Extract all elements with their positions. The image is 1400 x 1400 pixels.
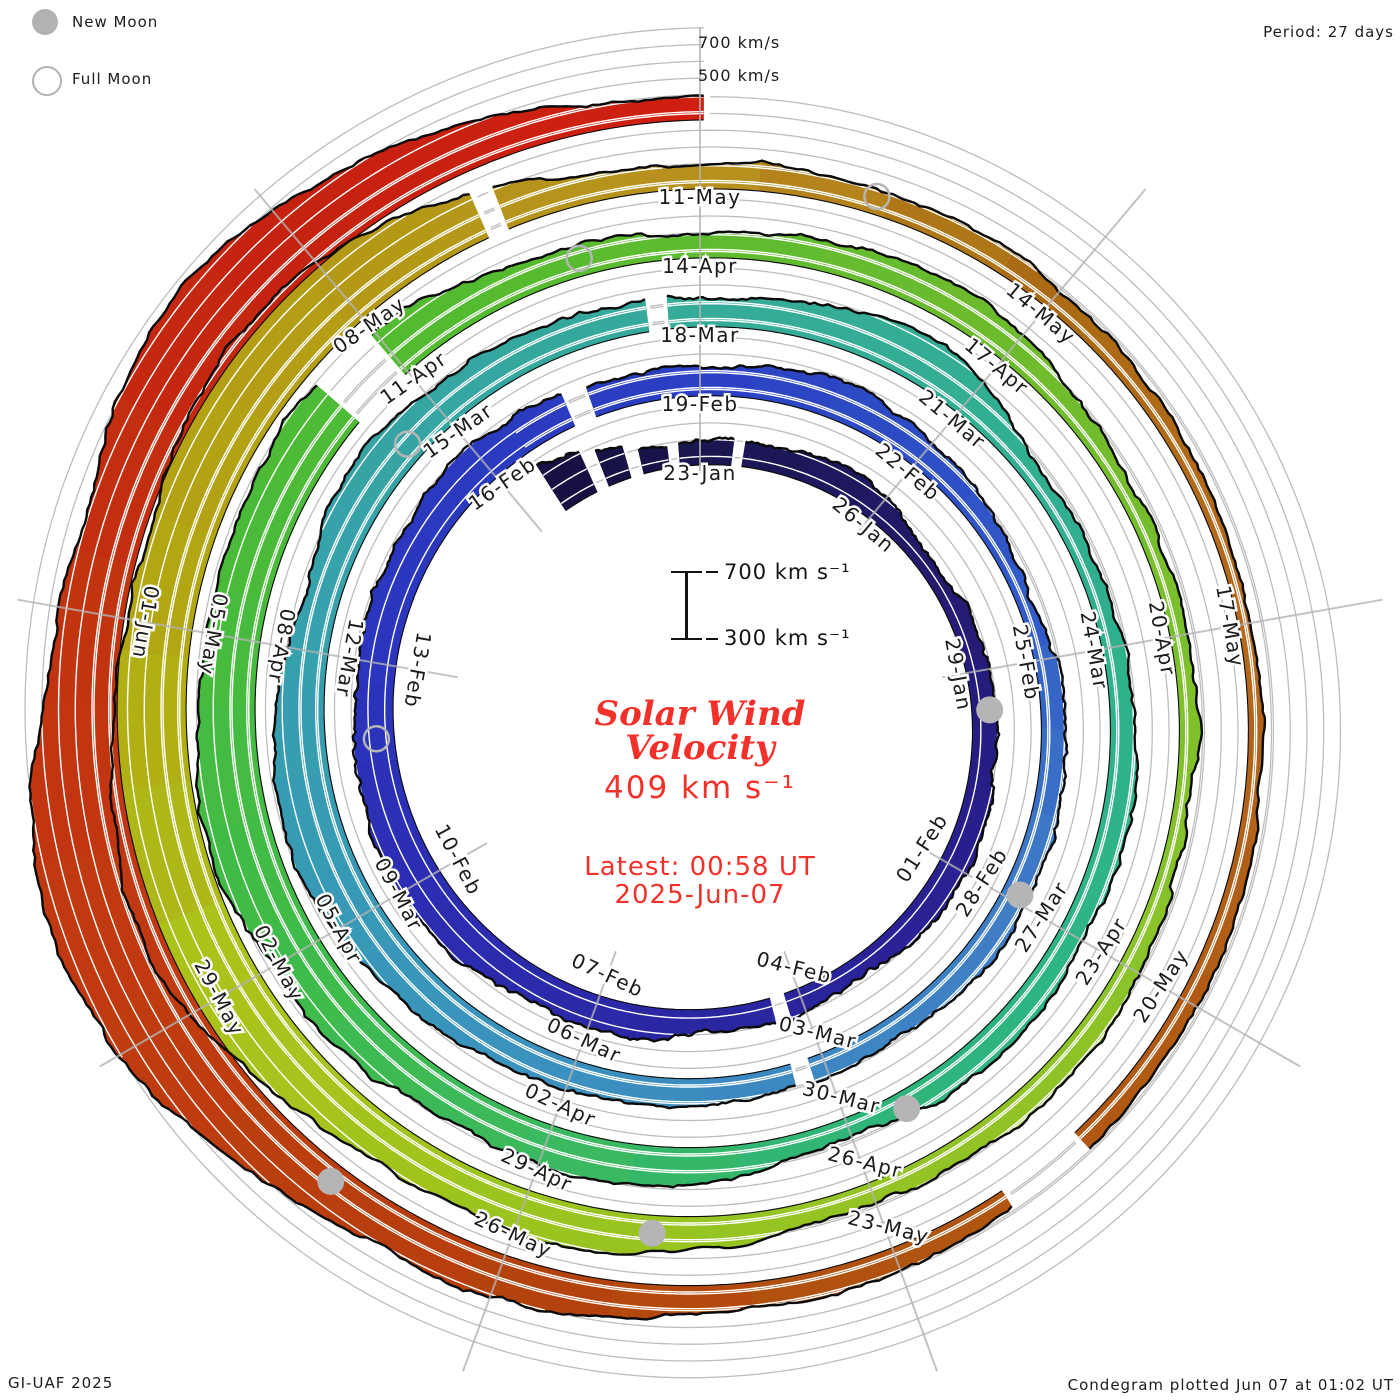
scalebar-tick-top	[706, 571, 718, 573]
date-label: 19-Feb	[661, 392, 738, 416]
full-moon-marker	[362, 725, 391, 753]
axis-label-700: 700 km/s	[698, 33, 781, 52]
center-velocity-value: 409 km s⁻¹	[604, 770, 796, 806]
new-moon-icon	[32, 9, 58, 35]
full-moon-icon	[32, 66, 62, 96]
date-label: 14-Apr	[662, 254, 738, 278]
scalebar-cap-top	[671, 571, 702, 573]
legend-full-moon-label: Full Moon	[72, 70, 153, 88]
legend-new-moon-label: New Moon	[72, 13, 159, 31]
date-label: 23-May	[846, 1205, 932, 1248]
date-label: 30-Mar	[800, 1076, 883, 1118]
center-title-line1: Solar Wind	[594, 694, 806, 734]
plotted-timestamp: Condegram plotted Jun 07 at 01:02 UT	[1067, 1376, 1394, 1394]
scalebar-top-label: 700 km s⁻¹	[724, 560, 851, 584]
new-moon-marker	[1006, 881, 1034, 909]
full-moon-marker	[863, 182, 891, 211]
center-title-line2: Velocity	[625, 728, 775, 768]
new-moon-marker	[638, 1219, 666, 1247]
new-moon-marker	[976, 696, 1004, 724]
center-latest-date: 2025-Jun-07	[614, 880, 786, 910]
date-label: 18-Mar	[660, 323, 739, 347]
new-moon-marker	[893, 1095, 921, 1123]
date-label: 13-Feb	[399, 630, 436, 710]
period-label: Period: 27 days	[1263, 23, 1394, 41]
date-label: 11-May	[658, 185, 741, 209]
scalebar-cap-bottom	[671, 638, 702, 640]
axis-label-500: 500 km/s	[698, 66, 781, 85]
scalebar-tick-bottom	[706, 638, 718, 640]
scalebar-line	[685, 572, 688, 640]
center-latest-time: Latest: 00:58 UT	[584, 852, 816, 882]
date-label: 04-Feb	[754, 947, 835, 989]
full-moon-marker	[565, 244, 593, 273]
date-label: 23-Jan	[663, 461, 737, 485]
credit-label: GI-UAF 2025	[8, 1374, 114, 1392]
scalebar-bottom-label: 300 km s⁻¹	[724, 626, 851, 650]
date-label: 03-Mar	[776, 1011, 859, 1053]
date-label: 26-Apr	[825, 1141, 904, 1183]
full-moon-marker	[393, 430, 422, 458]
new-moon-marker	[317, 1167, 345, 1195]
